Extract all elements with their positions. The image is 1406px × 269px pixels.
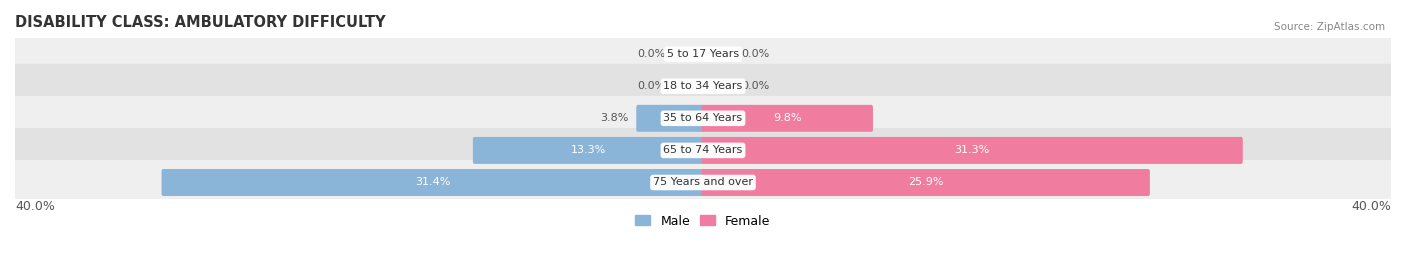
- Legend: Male, Female: Male, Female: [636, 215, 770, 228]
- Text: 75 Years and over: 75 Years and over: [652, 178, 754, 187]
- Text: 0.0%: 0.0%: [637, 49, 665, 59]
- Text: 31.4%: 31.4%: [415, 178, 451, 187]
- Text: 9.8%: 9.8%: [773, 113, 801, 123]
- FancyBboxPatch shape: [11, 32, 1395, 77]
- Text: Source: ZipAtlas.com: Source: ZipAtlas.com: [1274, 22, 1385, 31]
- FancyBboxPatch shape: [11, 128, 1395, 173]
- Text: 18 to 34 Years: 18 to 34 Years: [664, 81, 742, 91]
- Text: 31.3%: 31.3%: [955, 146, 990, 155]
- FancyBboxPatch shape: [11, 96, 1395, 141]
- FancyBboxPatch shape: [11, 64, 1395, 109]
- Text: 0.0%: 0.0%: [741, 49, 769, 59]
- Text: 3.8%: 3.8%: [600, 113, 628, 123]
- FancyBboxPatch shape: [702, 137, 1243, 164]
- FancyBboxPatch shape: [702, 105, 873, 132]
- FancyBboxPatch shape: [11, 160, 1395, 205]
- FancyBboxPatch shape: [162, 169, 704, 196]
- Text: 35 to 64 Years: 35 to 64 Years: [664, 113, 742, 123]
- Text: 5 to 17 Years: 5 to 17 Years: [666, 49, 740, 59]
- Text: DISABILITY CLASS: AMBULATORY DIFFICULTY: DISABILITY CLASS: AMBULATORY DIFFICULTY: [15, 15, 385, 30]
- Text: 13.3%: 13.3%: [571, 146, 606, 155]
- Text: 0.0%: 0.0%: [741, 81, 769, 91]
- Text: 40.0%: 40.0%: [15, 200, 55, 213]
- FancyBboxPatch shape: [637, 105, 704, 132]
- Text: 25.9%: 25.9%: [908, 178, 943, 187]
- FancyBboxPatch shape: [472, 137, 704, 164]
- Text: 65 to 74 Years: 65 to 74 Years: [664, 146, 742, 155]
- Text: 40.0%: 40.0%: [1351, 200, 1391, 213]
- Text: 0.0%: 0.0%: [637, 81, 665, 91]
- FancyBboxPatch shape: [702, 169, 1150, 196]
